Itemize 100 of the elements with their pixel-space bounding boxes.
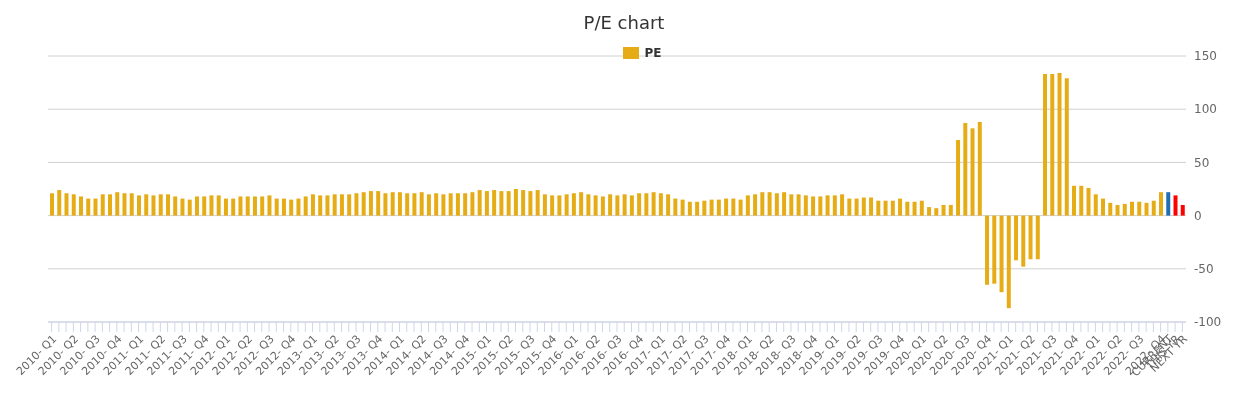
bar (774, 193, 779, 216)
bar (383, 193, 388, 216)
bar (564, 194, 569, 216)
bar (513, 189, 518, 216)
bar (869, 197, 874, 216)
bar (832, 195, 837, 216)
bar (716, 199, 721, 216)
bar (1137, 201, 1142, 216)
bar (1028, 215, 1033, 260)
bar (245, 196, 250, 216)
bar (448, 193, 453, 216)
bar (724, 198, 729, 216)
bar (412, 193, 417, 216)
bar (927, 207, 932, 216)
bar (753, 194, 758, 216)
bar (354, 193, 359, 216)
bar (999, 215, 1004, 293)
bar (209, 195, 214, 216)
bar (861, 197, 866, 216)
bar (680, 199, 685, 216)
bar (840, 194, 845, 216)
bar (122, 193, 127, 216)
bar (173, 196, 178, 216)
legend-label: PE (643, 46, 662, 60)
bar (738, 199, 743, 216)
bar (905, 201, 910, 216)
bar (687, 201, 692, 216)
bar (782, 192, 787, 216)
bar (260, 196, 265, 216)
bar (368, 191, 373, 216)
bar (252, 196, 257, 216)
bar (1006, 215, 1011, 309)
bar (550, 195, 555, 216)
bar (318, 195, 323, 216)
bar (238, 196, 243, 216)
bar (1014, 215, 1019, 261)
bar (644, 193, 649, 216)
bar (702, 200, 707, 216)
bar (1159, 192, 1164, 216)
bar (86, 198, 91, 216)
bar (441, 194, 446, 216)
bar (528, 191, 533, 216)
bar (695, 201, 700, 216)
bar (1108, 202, 1113, 216)
bar (289, 199, 294, 216)
bar (506, 191, 511, 216)
bar (803, 195, 808, 216)
bar (281, 198, 286, 216)
bar (1079, 185, 1084, 216)
bar (274, 198, 279, 216)
bar (615, 195, 620, 216)
bar (666, 194, 671, 216)
bar (941, 204, 946, 216)
bar (586, 194, 591, 216)
y-tick-label: -100 (1194, 315, 1222, 330)
bar (898, 198, 903, 216)
bar (557, 195, 562, 216)
bar (1021, 215, 1026, 267)
bar (985, 215, 990, 285)
bar (673, 198, 678, 216)
bar (296, 198, 301, 216)
bar (158, 194, 163, 216)
bar (658, 193, 663, 216)
bar (854, 198, 859, 216)
bar (165, 194, 170, 216)
bar (64, 193, 69, 216)
y-tick-label: 100 (1194, 102, 1217, 117)
bar (339, 194, 344, 216)
bar (1093, 194, 1098, 216)
bar (499, 191, 504, 216)
bar (194, 196, 199, 216)
bar (521, 190, 526, 216)
bar (325, 195, 330, 216)
bar (1086, 187, 1091, 216)
bar (492, 190, 497, 216)
bar (970, 128, 975, 216)
bar (1064, 78, 1069, 216)
bar (463, 193, 468, 216)
bar (144, 194, 149, 216)
bar (129, 193, 134, 216)
bar (745, 195, 750, 216)
bar (593, 195, 598, 216)
bar (542, 194, 547, 216)
bar (470, 192, 475, 216)
bar (405, 193, 410, 216)
bar (1072, 185, 1077, 216)
bar (608, 194, 613, 216)
bar (93, 198, 98, 216)
bar (629, 195, 634, 216)
bar (1043, 74, 1048, 216)
bar (1101, 198, 1106, 216)
bar (100, 194, 105, 216)
y-tick-label: 50 (1194, 155, 1210, 170)
bar (963, 123, 968, 216)
y-tick-label: 150 (1194, 49, 1217, 64)
bar (992, 215, 997, 284)
bar (455, 193, 460, 216)
bar (477, 190, 482, 216)
bar (1115, 204, 1120, 216)
bar (825, 195, 830, 216)
